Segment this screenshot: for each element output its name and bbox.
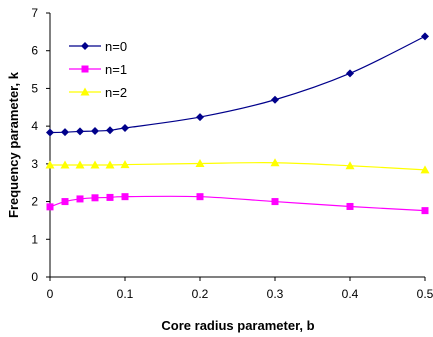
series-n=2	[45, 158, 430, 174]
data-point	[345, 161, 355, 170]
data-point	[91, 127, 99, 136]
legend-marker	[81, 65, 89, 73]
series-line	[49, 35, 426, 134]
y-tick-label: 5	[31, 81, 38, 95]
data-point	[76, 195, 84, 203]
data-point	[120, 160, 130, 169]
legend-marker	[81, 42, 89, 50]
data-point	[90, 160, 100, 169]
y-tick-label: 1	[31, 232, 38, 246]
y-tick-label: 3	[31, 157, 38, 171]
series-n=0	[46, 32, 429, 137]
plot-area	[50, 13, 425, 277]
data-point	[121, 193, 129, 201]
data-point	[196, 113, 204, 122]
legend-marker	[80, 87, 90, 96]
x-axis-label: Core radius parameter, b	[161, 318, 314, 333]
x-tick-label: 0.1	[117, 287, 134, 301]
y-tick-label: 7	[31, 6, 38, 20]
data-point	[421, 32, 429, 41]
data-point	[106, 193, 114, 201]
data-point	[61, 198, 69, 206]
series-layer	[45, 32, 430, 215]
data-point	[195, 158, 205, 167]
data-point	[75, 160, 85, 169]
data-point	[91, 194, 99, 202]
data-point	[76, 127, 84, 136]
data-point	[121, 124, 129, 133]
data-point	[60, 160, 70, 169]
series-line	[49, 195, 426, 212]
data-point	[45, 160, 55, 169]
y-axis: 0 1 2 3 4 5 6 7	[31, 6, 51, 284]
legend-item-n=1: n=1	[69, 62, 127, 77]
data-point	[270, 158, 280, 167]
series-line	[50, 162, 426, 171]
data-point	[421, 207, 429, 215]
data-point	[271, 198, 279, 206]
x-tick-label: 0.2	[192, 287, 209, 301]
legend: n=0 n=1 n=2	[69, 39, 127, 100]
y-tick-label: 2	[31, 195, 38, 209]
x-tick-label: 0.3	[267, 287, 284, 301]
data-point	[420, 165, 430, 174]
x-tick-label: 0	[47, 287, 54, 301]
legend-label: n=2	[105, 85, 127, 100]
data-point	[105, 160, 115, 169]
x-tick-label: 0.4	[342, 287, 359, 301]
data-point	[46, 203, 54, 211]
x-tick-label: 0.5	[417, 287, 433, 301]
data-point	[346, 202, 354, 210]
data-point	[106, 126, 114, 135]
data-point	[61, 128, 69, 137]
y-tick-label: 4	[31, 119, 38, 133]
legend-item-n=0: n=0	[69, 39, 127, 54]
y-tick-label: 0	[31, 270, 38, 284]
x-axis: 0 0.1 0.2 0.3 0.4 0.5	[47, 276, 433, 301]
legend-label: n=1	[105, 62, 127, 77]
data-point	[271, 95, 279, 104]
legend-item-n=2: n=2	[69, 85, 127, 100]
y-tick-label: 6	[31, 44, 38, 58]
series-n=1	[46, 193, 429, 215]
data-point	[46, 128, 54, 137]
y-axis-label: Frequency parameter, k	[6, 71, 21, 218]
legend-label: n=0	[105, 39, 127, 54]
data-point	[346, 69, 354, 78]
data-point	[196, 193, 204, 201]
